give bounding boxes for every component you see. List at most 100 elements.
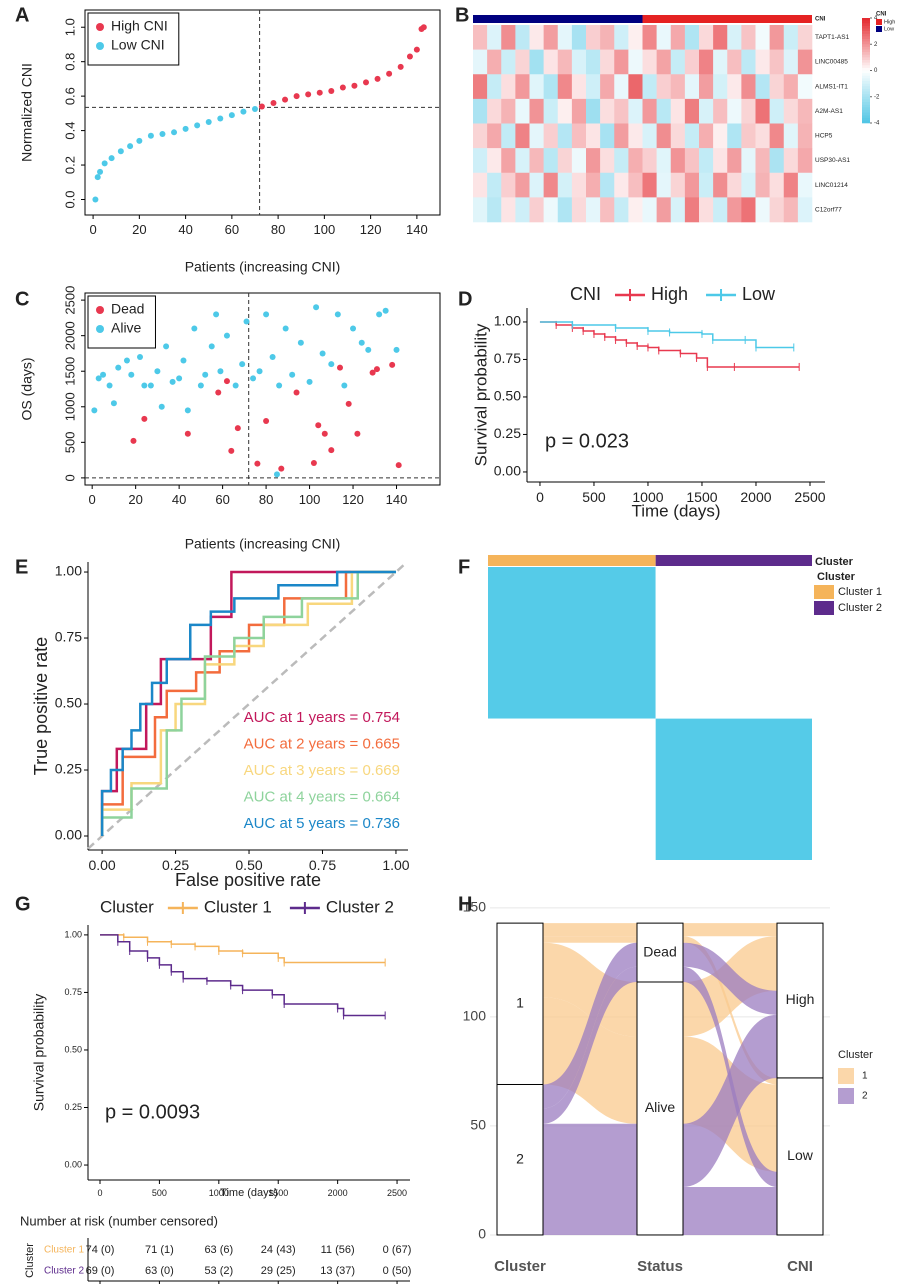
stratum (776, 1077, 824, 1236)
point (293, 389, 300, 396)
heatmap-cell (487, 197, 502, 223)
heatmap-cell (755, 197, 770, 223)
x-tick-label: 140 (406, 222, 428, 237)
flow (543, 942, 637, 1037)
heatmap-cell (600, 49, 615, 75)
heatmap-cell (586, 172, 601, 198)
colorbar-step (862, 78, 870, 82)
point (395, 462, 402, 469)
heatmap-cell (557, 197, 573, 223)
point (223, 378, 230, 385)
heatmap-cell (529, 172, 544, 198)
heatmap-cell (473, 148, 488, 174)
risk-cell: 29 (25) (261, 1265, 296, 1277)
auc-label: AUC at 5 years = 0.736 (244, 815, 400, 832)
legend-label: Alive (111, 320, 142, 336)
legend-label: High (884, 19, 895, 25)
heatmap-cell (628, 148, 643, 174)
x-tick-label: 2000 (740, 489, 771, 505)
roc-curve (100, 570, 396, 837)
y-axis-label: Normalized CNI (19, 63, 35, 162)
point (228, 447, 235, 454)
point (376, 311, 383, 318)
colorbar-step (862, 109, 870, 113)
cluster-bar (488, 555, 656, 566)
heatmap-cell (642, 197, 657, 223)
heatmap-cell (684, 74, 700, 100)
heatmap-cell (600, 98, 615, 124)
y-tick-label: 0.25 (494, 425, 521, 441)
risk-cell: 13 (37) (320, 1265, 355, 1277)
point (365, 346, 372, 353)
y-tick-label: 2500 (62, 286, 77, 315)
colorbar-label: 0 (874, 68, 878, 74)
heatmap-cell (600, 25, 615, 50)
point (334, 311, 341, 318)
stratum-label: Dead (643, 943, 676, 959)
roc-curve (100, 570, 396, 837)
point (316, 89, 323, 96)
colorbar-step (862, 57, 870, 61)
heatmap-cell (586, 25, 601, 50)
heatmap-cell (727, 25, 742, 50)
y-axis-label: Survival probability (471, 323, 490, 466)
legend-title: Cluster (100, 897, 154, 916)
heatmap-cell (600, 197, 615, 223)
colorbar-step (862, 49, 870, 53)
panel-letter: H (458, 893, 472, 915)
y-tick-label: 0.0 (62, 190, 77, 208)
legend-swatch (96, 325, 104, 333)
colorbar-step (862, 25, 870, 29)
heatmap-cell (571, 148, 587, 174)
heatmap-cell (656, 197, 672, 223)
point (100, 371, 107, 378)
heatmap-cell (741, 98, 756, 124)
heatmap-cell (515, 123, 530, 149)
point (106, 382, 113, 389)
point (337, 364, 343, 371)
point (305, 91, 312, 98)
heatmap-cell (699, 148, 714, 174)
y-tick-label: 0.8 (62, 53, 77, 71)
flow (683, 1186, 777, 1235)
legend: High CNI Low CNI (87, 12, 180, 66)
y-axis-label: OS (days) (19, 357, 35, 420)
point (239, 361, 246, 368)
heatmap-cell (487, 25, 502, 50)
x-tick-label: 1000 (632, 489, 663, 505)
panel-letter: G (15, 893, 31, 915)
legend-swatch (838, 1068, 854, 1084)
heatmap-cell (557, 172, 573, 198)
x-tick-label: 140 (386, 492, 408, 507)
y-tick-label: 0.50 (494, 388, 521, 404)
y-axis-label: True positive rate (31, 637, 51, 775)
point (362, 79, 369, 86)
point (191, 325, 198, 332)
heatmap-cell (755, 123, 770, 149)
point (176, 375, 183, 382)
panel-letter: D (458, 288, 472, 310)
heatmap-cell (783, 98, 799, 124)
heatmap-cell (557, 74, 573, 100)
legend-title: Cluster (817, 571, 856, 583)
heatmap-cell (571, 49, 587, 75)
heatmap-cell (783, 49, 799, 75)
row-label: HCP5 (815, 133, 833, 140)
heatmap-cell (670, 74, 686, 100)
y-tick-label: 1.00 (55, 563, 82, 579)
legend-swatch (838, 1088, 854, 1104)
legend-swatch (96, 42, 104, 50)
heatmap-cell (600, 172, 615, 198)
heatmap-cell (769, 74, 785, 100)
heatmap-cell (713, 197, 728, 223)
y-tick-label: 50 (470, 1117, 486, 1133)
x-tick-label: 60 (225, 222, 239, 237)
colorbar-label: -2 (874, 94, 880, 100)
point (420, 24, 427, 31)
point (137, 354, 143, 360)
stratum-label: 1 (516, 995, 524, 1011)
cluster-bar (655, 555, 812, 566)
colorbar-step (862, 60, 870, 63)
heatmap-cell (571, 197, 587, 223)
heatmap-cell (529, 123, 544, 149)
